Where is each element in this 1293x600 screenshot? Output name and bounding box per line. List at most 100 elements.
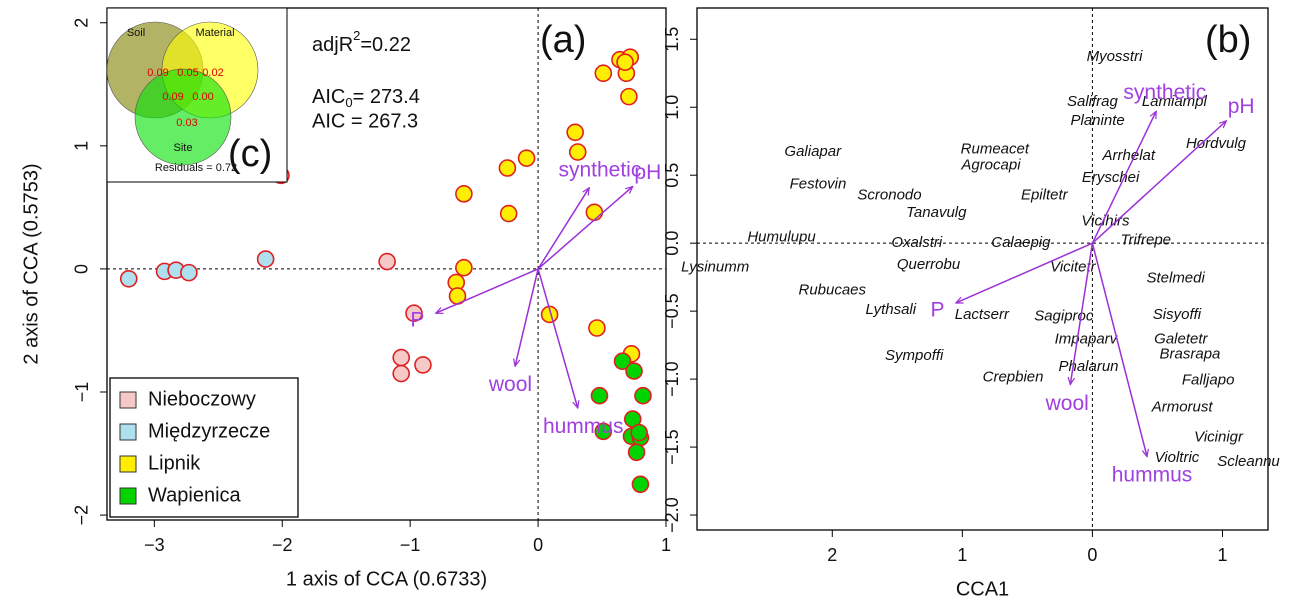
point <box>499 204 518 223</box>
species-label: Arrhelat <box>1102 147 1156 164</box>
point <box>634 386 652 405</box>
y-tick-label: 1 <box>72 141 92 151</box>
species-label: Hordvulg <box>1186 135 1247 152</box>
venn-value: 0.02 <box>202 67 223 79</box>
biplot-arrow <box>436 268 539 314</box>
point <box>498 159 517 177</box>
x-tick-label: −2 <box>272 535 293 555</box>
y-tick-label: 1.0 <box>662 95 682 120</box>
plot-frame <box>106 7 667 521</box>
biplot-arrow <box>515 268 539 366</box>
panel-label: (a) <box>540 19 586 61</box>
point <box>540 305 559 324</box>
point <box>613 352 632 371</box>
venn-set-label: Site <box>174 142 193 154</box>
legend-label: Nieboczowy <box>148 388 256 410</box>
r2-tail: =0.22 <box>360 34 411 56</box>
y-tick-label: −1.5 <box>662 429 682 465</box>
point <box>180 263 198 282</box>
aic0-sub: 0 <box>345 95 352 110</box>
point <box>631 475 650 494</box>
point <box>568 143 587 161</box>
venn-set-label: Material <box>195 27 234 39</box>
legend-swatch <box>119 391 137 409</box>
biplot-arrow <box>537 268 578 408</box>
arrow-label: pH <box>1228 95 1255 118</box>
venn-set-label: Soil <box>127 27 145 39</box>
point <box>594 64 613 83</box>
legend-label: Międzyrzecze <box>148 420 270 442</box>
residuals-label: Residuals = 0.72 <box>155 162 237 174</box>
aic-annotation: AIC = 267.3 <box>312 110 418 132</box>
species-label: Scronodo <box>857 187 921 204</box>
x-tick-label: −1 <box>400 535 421 555</box>
biplot-arrow <box>956 242 1093 304</box>
species-label: Trifrepe <box>1120 231 1171 248</box>
point <box>378 252 396 271</box>
biplot-arrow <box>1070 243 1094 384</box>
species-label: Lythsali <box>866 301 917 318</box>
species-label: Sagiproc <box>1034 308 1094 325</box>
arrow-label: P <box>410 309 424 332</box>
species-label: Lysinumm <box>681 259 749 276</box>
species-label: Sympoffi <box>885 347 944 364</box>
r2-base: adjR <box>312 34 353 56</box>
x-tick-label: 2 <box>827 545 837 565</box>
species-label: Sisyoffi <box>1153 306 1202 323</box>
biplot-arrow <box>537 186 633 270</box>
point <box>392 348 411 367</box>
legend-box <box>109 377 299 518</box>
arrow-label: wool <box>488 373 532 396</box>
plot-frame <box>696 7 1269 531</box>
species-label: Calaepig <box>991 234 1051 251</box>
point <box>414 356 432 374</box>
y-tick-label: −2.0 <box>662 497 682 533</box>
legend-label: Lipnik <box>148 452 201 474</box>
point <box>566 123 584 142</box>
aic0-tail: = 273.4 <box>353 86 420 108</box>
point <box>620 87 638 106</box>
point <box>625 362 643 380</box>
point <box>594 422 613 441</box>
species-label: Scleannu <box>1217 453 1280 470</box>
arrow-label: P <box>931 299 945 322</box>
panel-label: (c) <box>228 133 272 175</box>
point <box>256 250 275 268</box>
species-label: Humulupu <box>747 229 816 246</box>
species-label: Impaparv <box>1055 331 1119 348</box>
species-label: Stelmedi <box>1146 269 1205 286</box>
arrow-label: synthetic <box>1123 81 1206 104</box>
point <box>119 269 138 288</box>
x-tick-label: 1 <box>661 535 671 555</box>
x-tick-label: 0 <box>1087 545 1097 565</box>
y-tick-label: −0.5 <box>662 293 682 329</box>
legend-label: Wapienica <box>148 484 242 506</box>
y-tick-label: 0.0 <box>662 231 682 256</box>
species-label: Lamiampl <box>1142 93 1208 110</box>
legend-swatch <box>119 455 137 473</box>
biplot-arrow <box>1091 111 1157 244</box>
species-label: Falljapo <box>1182 371 1235 388</box>
biplot-arrow <box>1091 242 1147 456</box>
venn-value: 0.05 <box>177 67 198 79</box>
species-label: Rumeacet <box>961 140 1030 157</box>
species-label: Agrocapi <box>960 157 1021 174</box>
panel-label: (b) <box>1205 19 1251 61</box>
aic0-base: AIC <box>312 86 345 108</box>
venn-value: 0.00 <box>192 91 213 103</box>
aic0-annotation: AIC0= 273.4 <box>312 86 420 110</box>
point <box>627 443 646 462</box>
venn-value: 0.09 <box>162 91 183 103</box>
x-tick-label: −3 <box>144 535 165 555</box>
r2-annotation: adjR2=0.22 <box>312 28 411 56</box>
venn-value: 0.03 <box>176 117 197 129</box>
arrow-label: wool <box>1045 392 1089 415</box>
point <box>392 364 411 383</box>
point <box>405 304 423 323</box>
species-label: Galiapar <box>784 143 842 160</box>
point <box>588 319 606 337</box>
y-tick-label: −1 <box>72 382 92 403</box>
point <box>630 423 648 442</box>
point <box>616 53 634 71</box>
